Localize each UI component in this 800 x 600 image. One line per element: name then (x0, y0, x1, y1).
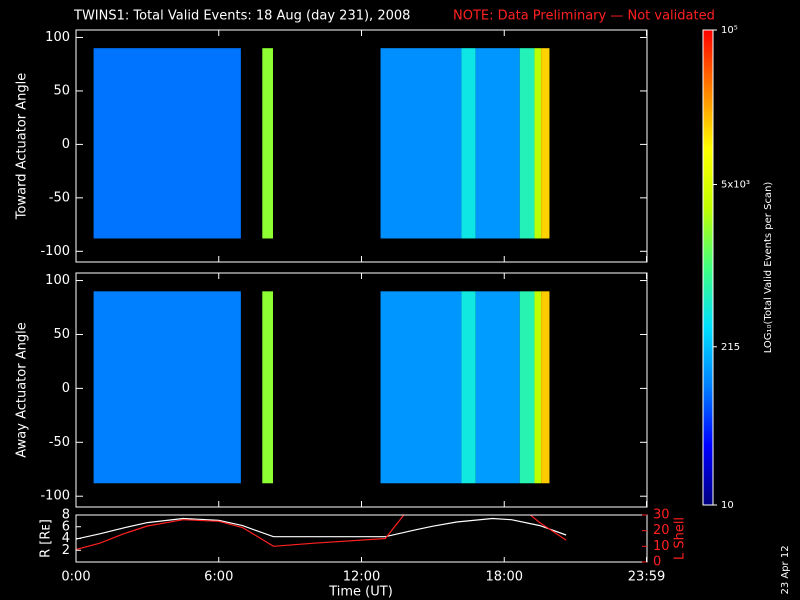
y-tick-label: -50 (49, 190, 70, 205)
heatmap-cell (380, 291, 462, 484)
heatmap-cell (461, 48, 476, 239)
y-tick-label: 100 (45, 273, 70, 288)
y2-axis-title: L Shell (673, 517, 688, 560)
y-tick-label: -100 (40, 489, 70, 504)
colorbar-tick-label: 10 (721, 500, 734, 511)
y2-tick-label: 30 (653, 508, 670, 523)
heatmap-cell (541, 48, 550, 239)
heatmap-cell (519, 291, 535, 484)
x-tick-label: 23:59 (628, 570, 665, 585)
x-axis-title: Time (UT) (328, 585, 393, 600)
heatmap-cell (541, 291, 550, 484)
y-tick-label: 2 (62, 543, 70, 558)
chart-note: NOTE: Data Preliminary — Not validated (453, 9, 715, 24)
date-stamp: 23 Apr 12 (780, 545, 791, 594)
x-tick-label: 12:00 (343, 570, 380, 585)
heatmap-cell (519, 48, 535, 239)
x-tick-label: 18:00 (486, 570, 523, 585)
y-tick-label: 50 (53, 83, 70, 98)
x-tick-label: 6:00 (204, 570, 233, 585)
y-tick-label: 0 (62, 137, 70, 152)
y2-tick-label: 10 (653, 539, 670, 554)
heatmap-cell (534, 48, 542, 239)
panel-frame (75, 514, 648, 563)
colorbar-tick-label: 10⁵ (721, 25, 738, 36)
y2-tick-label: 20 (653, 523, 670, 538)
colorbar-tick-label: 215 (721, 342, 740, 353)
chart-title: TWINS1: Total Valid Events: 18 Aug (day … (73, 9, 410, 24)
heatmap-cell (93, 291, 241, 484)
colorbar (702, 29, 714, 506)
heatmap-cell (461, 291, 476, 484)
y-tick-label: 100 (45, 30, 70, 45)
heatmap-cell (534, 291, 542, 484)
heatmap-cell (380, 48, 462, 239)
y-axis-title: Away Actuator Angle (15, 322, 30, 457)
orbit-line (76, 517, 567, 540)
y-tick-label: -50 (49, 435, 70, 450)
y-axis-title: Toward Actuator Angle (15, 73, 30, 220)
colorbar-title: LOG₁₀(Total Valid Events per Scan) (763, 182, 774, 354)
y-tick-label: 50 (53, 327, 70, 342)
heatmap-cell (93, 48, 241, 239)
y-tick-label: -100 (40, 244, 70, 259)
orbit-line (76, 515, 567, 551)
heatmap-cell (262, 291, 273, 484)
y-axis-title: R [Rᴇ] (39, 519, 54, 558)
y-tick-label: 8 (62, 508, 70, 523)
heatmap-cell (262, 48, 273, 239)
y-tick-label: 4 (62, 531, 70, 546)
y2-tick-label: 0 (653, 555, 661, 570)
x-tick-label: 0:00 (61, 570, 90, 585)
y-tick-label: 6 (62, 519, 70, 534)
y-tick-label: 0 (62, 381, 70, 396)
heatmap-cell (475, 48, 520, 239)
heatmap-cell (475, 291, 520, 484)
colorbar-tick-label: 5x10³ (721, 179, 750, 190)
